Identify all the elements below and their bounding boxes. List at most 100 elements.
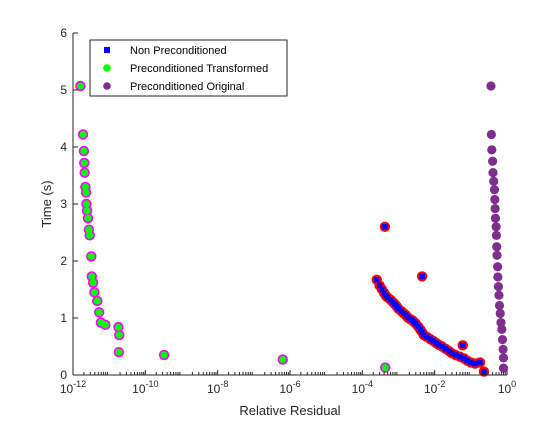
data-marks [75, 80, 509, 377]
point-non-preconditioned [415, 323, 421, 330]
point-non-preconditioned [464, 358, 471, 364]
point-preconditioned-transformed [80, 147, 88, 155]
point-preconditioned-original [489, 185, 500, 195]
point-preconditioned-transformed [93, 297, 101, 305]
point-preconditioned-transformed [81, 183, 89, 191]
point-preconditioned-original [493, 262, 503, 272]
point-preconditioned-transformed [115, 331, 123, 339]
point-non-preconditioned [477, 359, 483, 366]
point-non-preconditioned [442, 346, 449, 352]
legend-label: Preconditioned Original [130, 81, 244, 93]
point-preconditioned-original [498, 344, 508, 354]
point-preconditioned-transformed [80, 159, 88, 167]
point-non-preconditioned [382, 224, 388, 230]
point-preconditioned-transformed [85, 226, 93, 234]
point-non-preconditioned [413, 321, 419, 327]
point-preconditioned-original [494, 290, 504, 300]
y-axis-ticks: 0 1 2 3 4 5 6 [60, 26, 78, 382]
point-preconditioned-transformed [279, 356, 287, 364]
point-preconditioned-transformed [76, 82, 84, 90]
point-non-preconditioned [457, 354, 463, 360]
point-non-preconditioned [461, 355, 467, 362]
x-tick-label: 10-6 [279, 379, 300, 396]
x-tick-label: 10-4 [352, 379, 373, 396]
legend-marker-circle [103, 64, 111, 72]
point-preconditioned-original [496, 317, 506, 328]
point-preconditioned-transformed [82, 200, 91, 208]
point-preconditioned-original [495, 308, 505, 319]
point-preconditioned-transformed [83, 207, 91, 215]
point-preconditioned-transformed [381, 363, 389, 372]
point-preconditioned-transformed [89, 279, 97, 287]
y-tick-label: 1 [60, 311, 67, 325]
x-tick-label: 10-2 [424, 379, 445, 396]
point-non-preconditioned [449, 350, 455, 357]
point-preconditioned-transformed [95, 308, 103, 316]
point-preconditioned-transformed [90, 288, 98, 296]
point-non-preconditioned [452, 352, 459, 358]
point-preconditioned-original [497, 324, 507, 334]
legend-label: Non Preconditioned [130, 45, 227, 57]
point-non-preconditioned [436, 342, 442, 348]
point-preconditioned-original [491, 222, 501, 232]
point-preconditioned-original [488, 168, 498, 178]
point-preconditioned-original [486, 81, 496, 91]
point-preconditioned-transformed [81, 169, 89, 177]
point-non-preconditioned [417, 326, 423, 333]
point-non-preconditioned [381, 290, 387, 296]
point-preconditioned-original [486, 129, 496, 140]
point-preconditioned-original [490, 213, 501, 223]
point-preconditioned-transformed [84, 214, 92, 222]
point-preconditioned-transformed [101, 321, 109, 329]
point-non-preconditioned [446, 348, 452, 354]
point-preconditioned-original [498, 353, 509, 363]
x-axis-ticks: 10-12 10-10 10-8 10-6 10-4 10-2 100 [60, 370, 516, 396]
point-preconditioned-transformed [160, 351, 168, 359]
point-preconditioned-original [490, 203, 500, 214]
point-non-preconditioned [481, 368, 487, 375]
point-preconditioned-original [490, 194, 500, 205]
point-non-preconditioned [472, 360, 478, 367]
point-preconditioned-transformed [88, 272, 96, 280]
y-tick-label: 6 [60, 26, 67, 40]
point-non-preconditioned [423, 334, 430, 340]
point-non-preconditioned [384, 294, 391, 301]
point-preconditioned-transformed [86, 231, 94, 239]
legend-marker-circle [103, 82, 111, 90]
point-non-preconditioned [419, 273, 425, 280]
point-preconditioned-original [497, 335, 508, 345]
x-tick-label: 100 [498, 379, 516, 396]
x-tick-label: 10-8 [207, 379, 228, 396]
point-preconditioned-original [487, 145, 497, 155]
y-tick-label: 2 [60, 254, 67, 268]
point-preconditioned-transformed [87, 252, 95, 261]
point-non-preconditioned [376, 282, 383, 289]
point-preconditioned-original [492, 242, 502, 252]
x-tick-label: 10-10 [132, 379, 158, 396]
point-preconditioned-original [491, 230, 502, 240]
point-non-preconditioned [439, 343, 445, 350]
x-axis-label: Relative Residual [239, 403, 340, 418]
legend-box [89, 39, 288, 97]
point-non-preconditioned [460, 342, 466, 349]
legend-label: Preconditioned Transformed [130, 63, 268, 75]
y-tick-label: 3 [60, 197, 67, 211]
point-preconditioned-original [489, 176, 499, 186]
point-non-preconditioned [395, 306, 402, 312]
point-preconditioned-original [494, 300, 505, 311]
point-preconditioned-original [493, 282, 504, 292]
x-tick-label: 10-12 [60, 379, 86, 396]
point-non-preconditioned [379, 286, 385, 293]
point-non-preconditioned [374, 277, 380, 283]
point-non-preconditioned [421, 332, 427, 338]
y-tick-label: 5 [60, 83, 67, 97]
point-preconditioned-transformed [115, 348, 123, 356]
legend: Non Preconditioned Preconditioned Transfo… [89, 39, 288, 97]
point-non-preconditioned [419, 329, 425, 335]
point-preconditioned-transformed [82, 189, 90, 197]
legend-marker-square [104, 47, 110, 53]
point-non-preconditioned [468, 359, 474, 366]
point-preconditioned-transformed [79, 130, 87, 139]
y-tick-label: 0 [60, 368, 67, 382]
